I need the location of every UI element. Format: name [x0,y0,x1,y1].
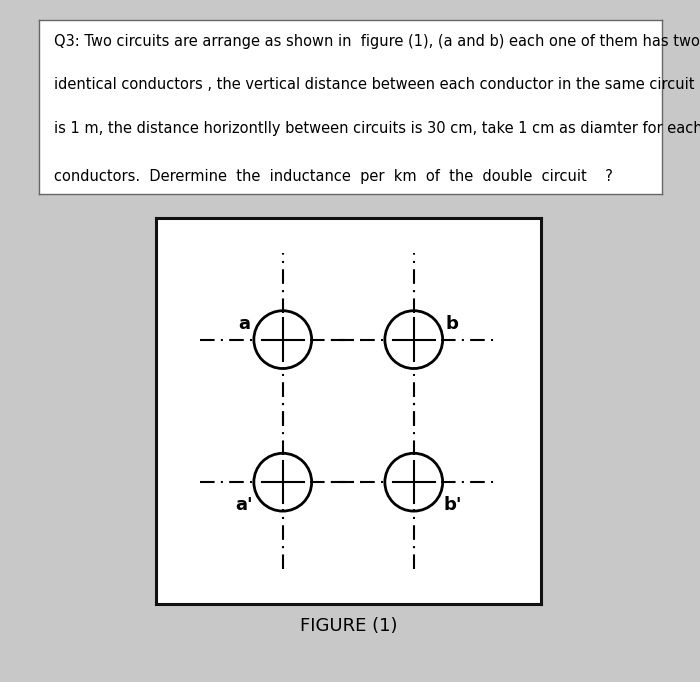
Text: a': a' [235,496,253,514]
Text: identical conductors , the vertical distance between each conductor in the same : identical conductors , the vertical dist… [54,77,694,92]
Text: FIGURE (1): FIGURE (1) [300,617,397,635]
Text: b: b [446,315,459,333]
Text: b': b' [443,496,461,514]
Text: Q3: Two circuits are arrange as shown in  figure (1), (a and b) each one of them: Q3: Two circuits are arrange as shown in… [54,34,700,49]
Text: conductors.  Derermine  the  inductance  per  km  of  the  double  circuit    ?: conductors. Derermine the inductance per… [54,170,613,184]
Text: a: a [238,315,250,333]
Text: is 1 m, the distance horizontlly between circuits is 30 cm, take 1 cm as diamter: is 1 m, the distance horizontlly between… [54,121,700,136]
